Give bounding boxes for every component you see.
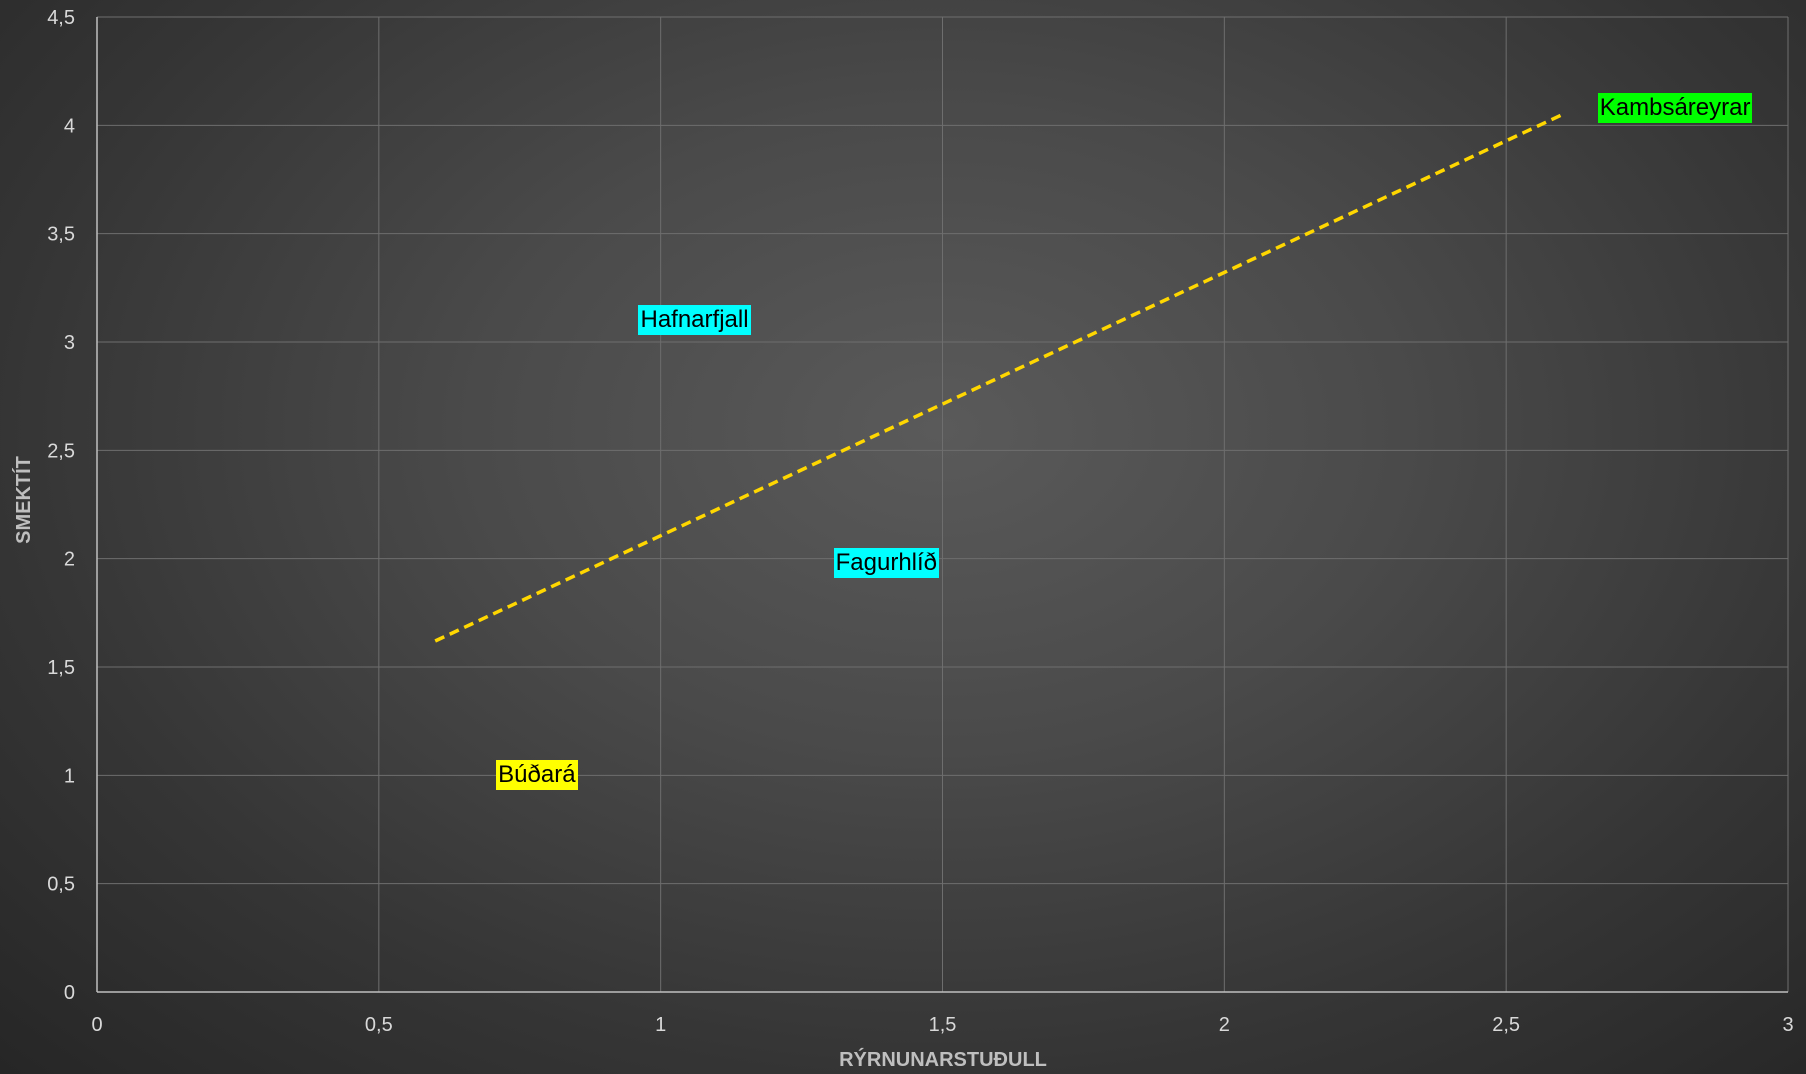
y-tick-label: 2 [64,549,75,571]
data-point-label: Hafnarfjall [638,305,751,336]
x-axis-title: RÝRNUNARSTUÐULL [839,1047,1047,1071]
data-point-label: Fagurhlíð [833,548,940,578]
y-tick-label: 1 [64,765,75,787]
x-tick-label: 3 [1782,1014,1793,1036]
data-point-label: Búðará [496,760,578,791]
y-tick-label: 2,5 [47,440,75,462]
x-tick-label: 0 [91,1014,102,1036]
x-tick-label: 0,5 [365,1014,393,1036]
y-tick-label: 1,5 [47,657,75,679]
data-point-label: Kambsáreyrar [1597,93,1753,123]
y-axis-title: SMEKTÍT [12,456,35,544]
y-tick-label: 4 [64,115,75,137]
x-tick-label: 2 [1219,1014,1230,1036]
x-tick-labels: 0 0,5 1 1,5 2 2,5 3 [91,1014,1793,1036]
x-tick-label: 1 [655,1014,666,1036]
y-tick-label: 0 [64,982,75,1004]
axes [96,17,1788,993]
y-tick-label: 3,5 [47,224,75,246]
y-tick-label: 4,5 [47,7,75,29]
y-tick-label: 0,5 [47,874,75,896]
y-tick-label: 3 [64,332,75,354]
y-tick-labels: 0 0,5 1 1,5 2 2,5 3 3,5 4 4,5 [47,7,75,1004]
x-tick-label: 2,5 [1492,1014,1520,1036]
trendline-path [434,112,1564,643]
trendline [434,112,1564,643]
grid-lines [97,16,1789,992]
x-tick-label: 1,5 [929,1014,957,1036]
